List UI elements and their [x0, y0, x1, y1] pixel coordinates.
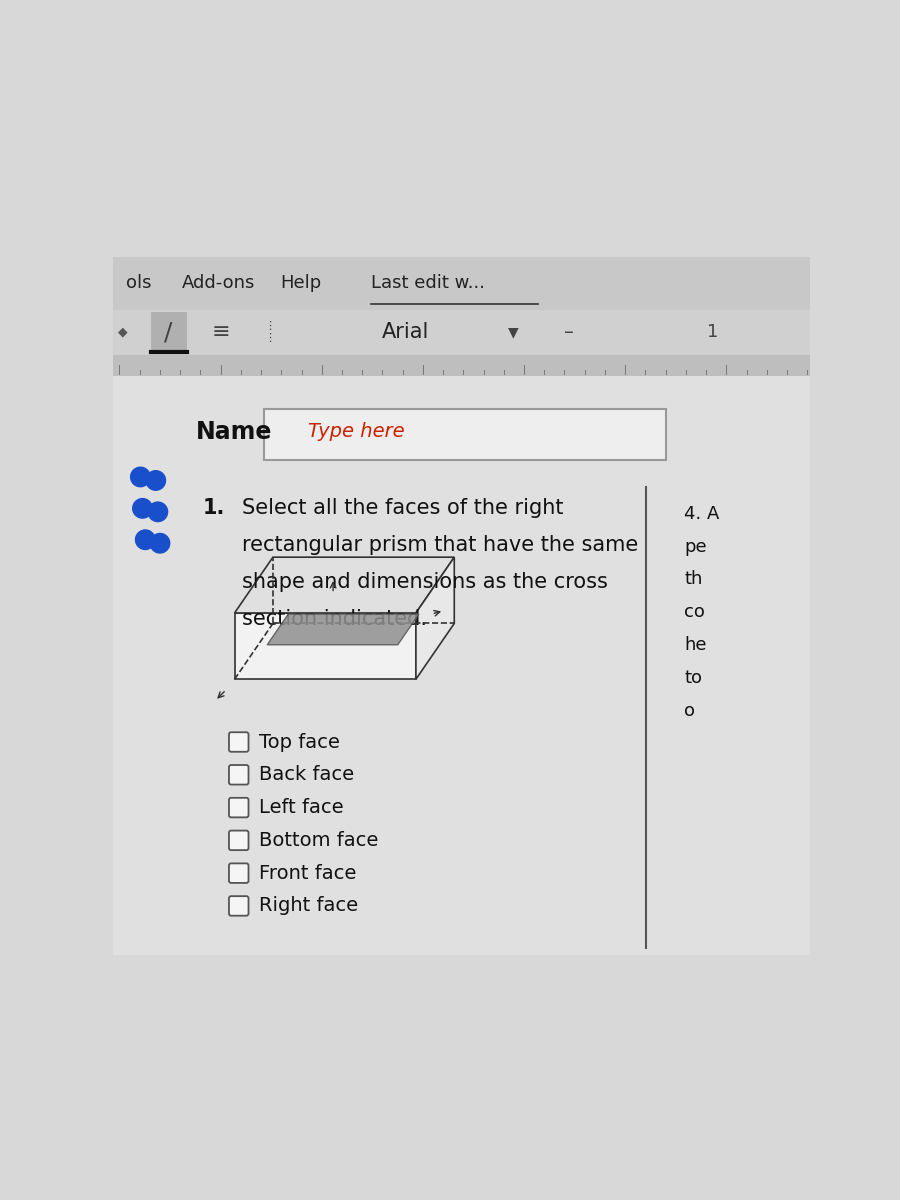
- Text: shape and dimensions as the cross: shape and dimensions as the cross: [241, 572, 608, 592]
- Bar: [112, 257, 810, 310]
- Polygon shape: [267, 614, 419, 644]
- FancyBboxPatch shape: [229, 798, 248, 817]
- Text: o: o: [684, 702, 696, 720]
- Text: Type here: Type here: [308, 422, 404, 442]
- Text: Right face: Right face: [259, 896, 358, 916]
- Text: he: he: [684, 636, 707, 654]
- Text: Select all the faces of the right: Select all the faces of the right: [241, 498, 563, 518]
- Text: rectangular prism that have the same: rectangular prism that have the same: [241, 535, 638, 554]
- Text: Last edit w...: Last edit w...: [371, 275, 484, 293]
- Text: co: co: [684, 604, 706, 622]
- Text: 1.: 1.: [203, 498, 226, 518]
- Text: Left face: Left face: [259, 798, 344, 817]
- Text: pe: pe: [684, 538, 707, 556]
- Circle shape: [146, 470, 166, 491]
- Text: Bottom face: Bottom face: [259, 830, 378, 850]
- Polygon shape: [235, 613, 416, 679]
- Text: Name: Name: [196, 420, 273, 444]
- FancyBboxPatch shape: [229, 830, 248, 850]
- Circle shape: [132, 498, 152, 518]
- Text: section indicated.: section indicated.: [241, 608, 427, 629]
- Text: –: –: [564, 323, 574, 342]
- Text: Add-ons: Add-ons: [182, 275, 256, 293]
- Text: 4. A: 4. A: [684, 505, 720, 523]
- Text: 1: 1: [706, 323, 718, 341]
- Text: Back face: Back face: [259, 766, 354, 785]
- FancyBboxPatch shape: [229, 863, 248, 883]
- Bar: [112, 355, 810, 376]
- Circle shape: [130, 467, 150, 487]
- FancyBboxPatch shape: [229, 896, 248, 916]
- Text: ▼: ▼: [508, 325, 519, 340]
- Circle shape: [136, 530, 155, 550]
- Text: to: to: [684, 668, 702, 686]
- FancyBboxPatch shape: [229, 766, 248, 785]
- Text: Top face: Top face: [259, 732, 340, 751]
- Circle shape: [150, 534, 170, 553]
- Circle shape: [148, 502, 167, 522]
- Text: /: /: [164, 320, 173, 344]
- Text: Help: Help: [280, 275, 321, 293]
- Polygon shape: [416, 557, 454, 679]
- Text: ◆: ◆: [118, 325, 128, 338]
- Text: ≡: ≡: [212, 323, 230, 342]
- Text: Front face: Front face: [259, 864, 356, 883]
- Text: Arial: Arial: [382, 323, 429, 342]
- Text: ols: ols: [126, 275, 152, 293]
- Polygon shape: [235, 557, 454, 613]
- FancyBboxPatch shape: [229, 732, 248, 751]
- FancyBboxPatch shape: [264, 409, 666, 461]
- Bar: [112, 376, 810, 955]
- Text: th: th: [684, 570, 703, 588]
- Bar: [112, 310, 810, 355]
- Text: ⋮
⋮: ⋮ ⋮: [264, 322, 275, 343]
- Bar: [151, 312, 187, 352]
